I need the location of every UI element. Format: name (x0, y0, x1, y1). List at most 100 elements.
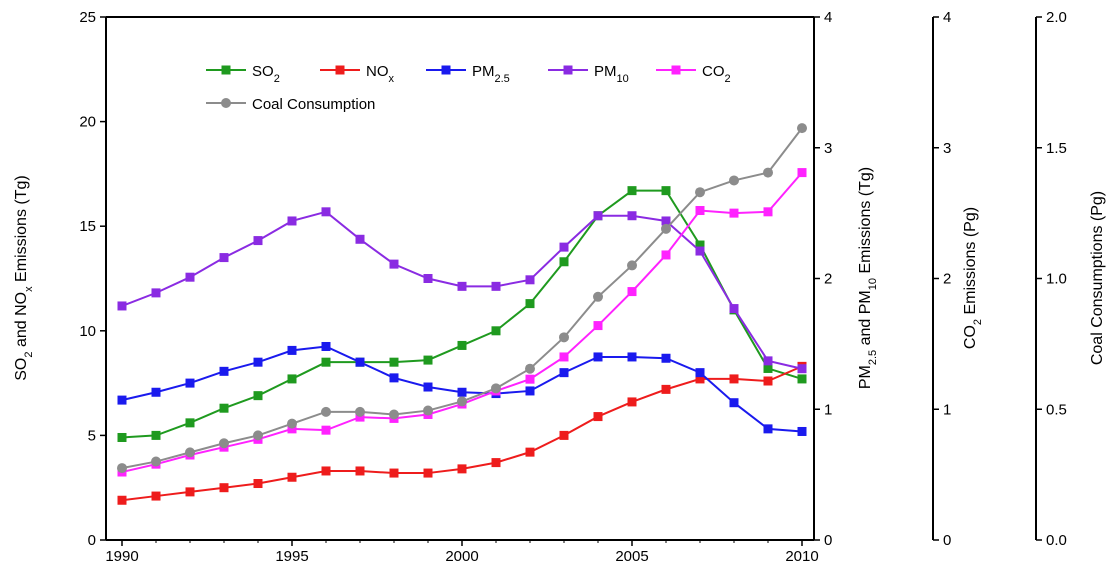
right3-tick-label: 0.0 (1046, 532, 1067, 549)
label-text: CO (962, 325, 979, 349)
data-point (559, 430, 569, 440)
x-tick-label: 2000 (445, 548, 478, 565)
data-point (423, 274, 433, 283)
right1-tick-label: 0 (824, 532, 832, 549)
data-point (423, 468, 433, 478)
data-point (525, 374, 535, 384)
legend-label: SO2 (252, 63, 280, 85)
data-point (185, 378, 195, 388)
data-point (355, 234, 365, 244)
legend-marker (671, 65, 681, 75)
data-point (729, 398, 739, 408)
data-point (797, 426, 807, 436)
data-point (695, 187, 705, 198)
left-tick-label: 0 (88, 532, 96, 549)
data-point (627, 352, 637, 362)
legend-marker (335, 65, 345, 75)
label-text: CO (702, 63, 725, 80)
data-point (559, 352, 569, 362)
x-tick-label: 2005 (615, 548, 648, 565)
subscript-text: 2 (972, 319, 984, 325)
data-point (389, 468, 399, 478)
data-point (627, 260, 637, 271)
data-point (797, 123, 807, 134)
series-5 (117, 123, 807, 474)
data-point (797, 374, 807, 384)
data-point (355, 412, 365, 422)
right1-tick-label: 4 (824, 9, 832, 26)
right3-axis-title: Coal Consumptions (Pg) (1089, 191, 1106, 365)
data-point (389, 357, 399, 367)
data-point (763, 376, 773, 386)
data-point (389, 409, 399, 420)
right3-tick-label: 0.5 (1046, 401, 1067, 418)
legend-marker (221, 65, 231, 75)
right2-tick-label: 0 (943, 532, 951, 549)
data-point (661, 186, 671, 196)
data-point (763, 363, 773, 373)
data-point (151, 456, 161, 467)
label-text: SO (252, 63, 274, 80)
data-point (219, 366, 229, 376)
data-point (355, 466, 365, 476)
data-point (491, 458, 501, 468)
subscript-text: 2 (725, 73, 731, 85)
data-point (525, 386, 535, 396)
x-tick-label: 2010 (785, 548, 818, 565)
data-point (763, 167, 773, 178)
legend-item: Coal Consumption (206, 96, 375, 113)
legend-label: PM2.5 (472, 63, 510, 85)
subscript-text: 10 (867, 278, 879, 290)
data-point (559, 368, 569, 378)
data-point (151, 288, 161, 298)
legend-marker (563, 65, 573, 75)
label-text: and NO (13, 292, 30, 352)
data-point (593, 412, 603, 422)
axis-titles: SO2 and NOx Emissions (Tg)PM2.5 and PM10… (13, 167, 1106, 389)
data-point (151, 491, 161, 501)
data-point (763, 207, 773, 217)
data-point (661, 384, 671, 394)
data-point (253, 430, 263, 441)
data-point (559, 242, 569, 252)
data-point (525, 363, 535, 374)
left-tick-label: 10 (79, 323, 96, 340)
data-point (117, 432, 127, 442)
data-point (355, 357, 365, 367)
x-tick-label: 1995 (275, 548, 308, 565)
data-point (491, 326, 501, 336)
plot-frame (105, 16, 815, 541)
data-point (423, 382, 433, 392)
data-point (321, 357, 331, 367)
legend-label: PM10 (594, 63, 629, 85)
subscript-text: 2 (274, 73, 280, 85)
data-point (321, 406, 331, 417)
data-point (185, 418, 195, 428)
data-point (763, 356, 773, 366)
data-point (695, 240, 705, 250)
data-point (287, 374, 297, 384)
series-line (121, 127, 803, 470)
data-point (287, 424, 297, 434)
data-point (661, 216, 671, 226)
data-point (729, 175, 739, 186)
right1-tick-label: 1 (824, 401, 832, 418)
data-point (627, 287, 637, 297)
data-point (185, 272, 195, 282)
data-point (695, 368, 705, 378)
label-text: NO (366, 63, 389, 80)
subscript-text: 2 (23, 351, 35, 357)
data-point (457, 340, 467, 350)
legend-label: NOx (366, 63, 395, 85)
subscript-text: 2.5 (495, 73, 510, 85)
data-point (593, 291, 603, 302)
series-1 (117, 361, 807, 505)
right1-tick-label: 2 (824, 271, 832, 288)
data-point (525, 275, 535, 285)
data-point (253, 357, 263, 367)
subscript-text: 2.5 (867, 350, 879, 365)
series-3 (117, 207, 807, 374)
data-point (763, 424, 773, 434)
series-line (121, 171, 803, 473)
data-point (729, 208, 739, 218)
